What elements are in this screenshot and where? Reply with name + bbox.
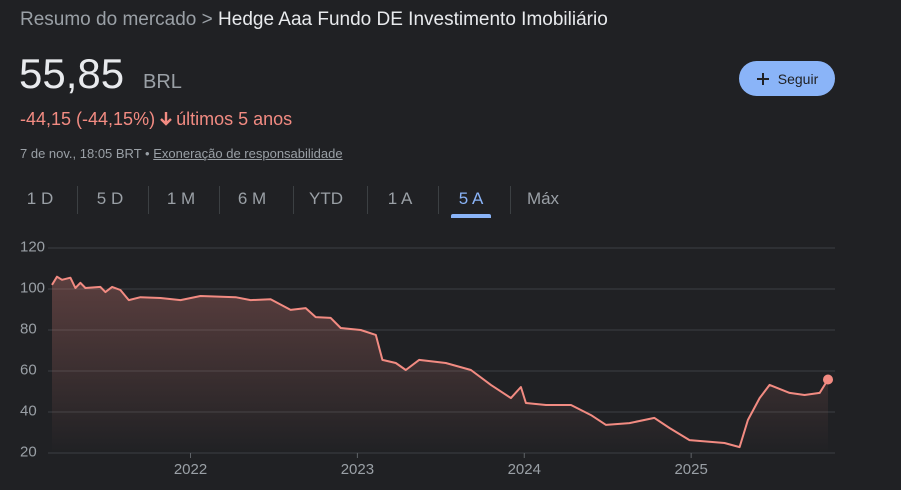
- plus-icon: [756, 72, 769, 85]
- tab-divider: [367, 186, 368, 214]
- range-tab[interactable]: Máx: [526, 189, 560, 208]
- y-tick-label: 60: [20, 361, 37, 378]
- dot-separator: •: [145, 146, 150, 161]
- range-tab[interactable]: 1 A: [387, 189, 413, 208]
- x-tick-label: 2022: [174, 461, 207, 478]
- y-tick-label: 120: [20, 238, 45, 255]
- range-tab[interactable]: 1 D: [26, 189, 54, 208]
- x-tick-label: 2025: [674, 461, 707, 478]
- price-change: -44,15 (-44,15%) últimos 5 anos: [20, 109, 292, 130]
- change-period: últimos 5 anos: [176, 109, 293, 129]
- tab-divider: [438, 186, 439, 214]
- follow-button[interactable]: Seguir: [739, 61, 835, 96]
- breadcrumb-separator: >: [201, 9, 213, 30]
- tab-divider: [219, 186, 220, 214]
- price-area: [52, 276, 828, 453]
- breadcrumb: Resumo do mercado > Hedge Aaa Fundo DE I…: [20, 9, 608, 31]
- price-line: [51, 275, 829, 449]
- tab-divider: [148, 186, 149, 214]
- tab-divider: [293, 186, 294, 214]
- range-tab[interactable]: 6 M: [237, 189, 267, 208]
- y-tick-label: 80: [20, 320, 37, 337]
- y-tick-label: 20: [20, 443, 37, 460]
- tab-divider: [77, 186, 78, 214]
- timestamp: 7 de nov., 18:05 BRT: [20, 146, 142, 161]
- last-point: [823, 374, 833, 385]
- currency: BRL: [143, 71, 182, 93]
- follow-label: Seguir: [777, 70, 819, 87]
- tab-divider: [510, 186, 511, 214]
- x-tick-label: 2023: [341, 461, 374, 478]
- y-tick-label: 40: [20, 402, 37, 419]
- page-title: Hedge Aaa Fundo DE Investimento Imobiliá…: [218, 9, 608, 30]
- tab-indicator: [451, 214, 491, 218]
- timestamp-line: 7 de nov., 18:05 BRT • Exoneração de res…: [20, 146, 343, 161]
- range-tab[interactable]: 5 A: [458, 189, 484, 208]
- range-tab[interactable]: 5 D: [96, 189, 124, 208]
- down-arrow: [160, 112, 172, 126]
- x-tick-label: 2024: [508, 461, 541, 478]
- y-tick-label: 100: [20, 279, 45, 296]
- range-tab[interactable]: YTD: [309, 189, 343, 208]
- change-value: -44,15 (-44,15%): [20, 109, 156, 129]
- range-tab[interactable]: 1 M: [166, 189, 196, 208]
- disclaimer-link[interactable]: Exoneração de responsabilidade: [153, 146, 343, 161]
- breadcrumb-link[interactable]: Resumo do mercado: [20, 9, 197, 30]
- price: 55,85: [19, 50, 125, 97]
- chart: 20 40 60 80 100 120 2022 2023 2024 2025: [20, 238, 835, 478]
